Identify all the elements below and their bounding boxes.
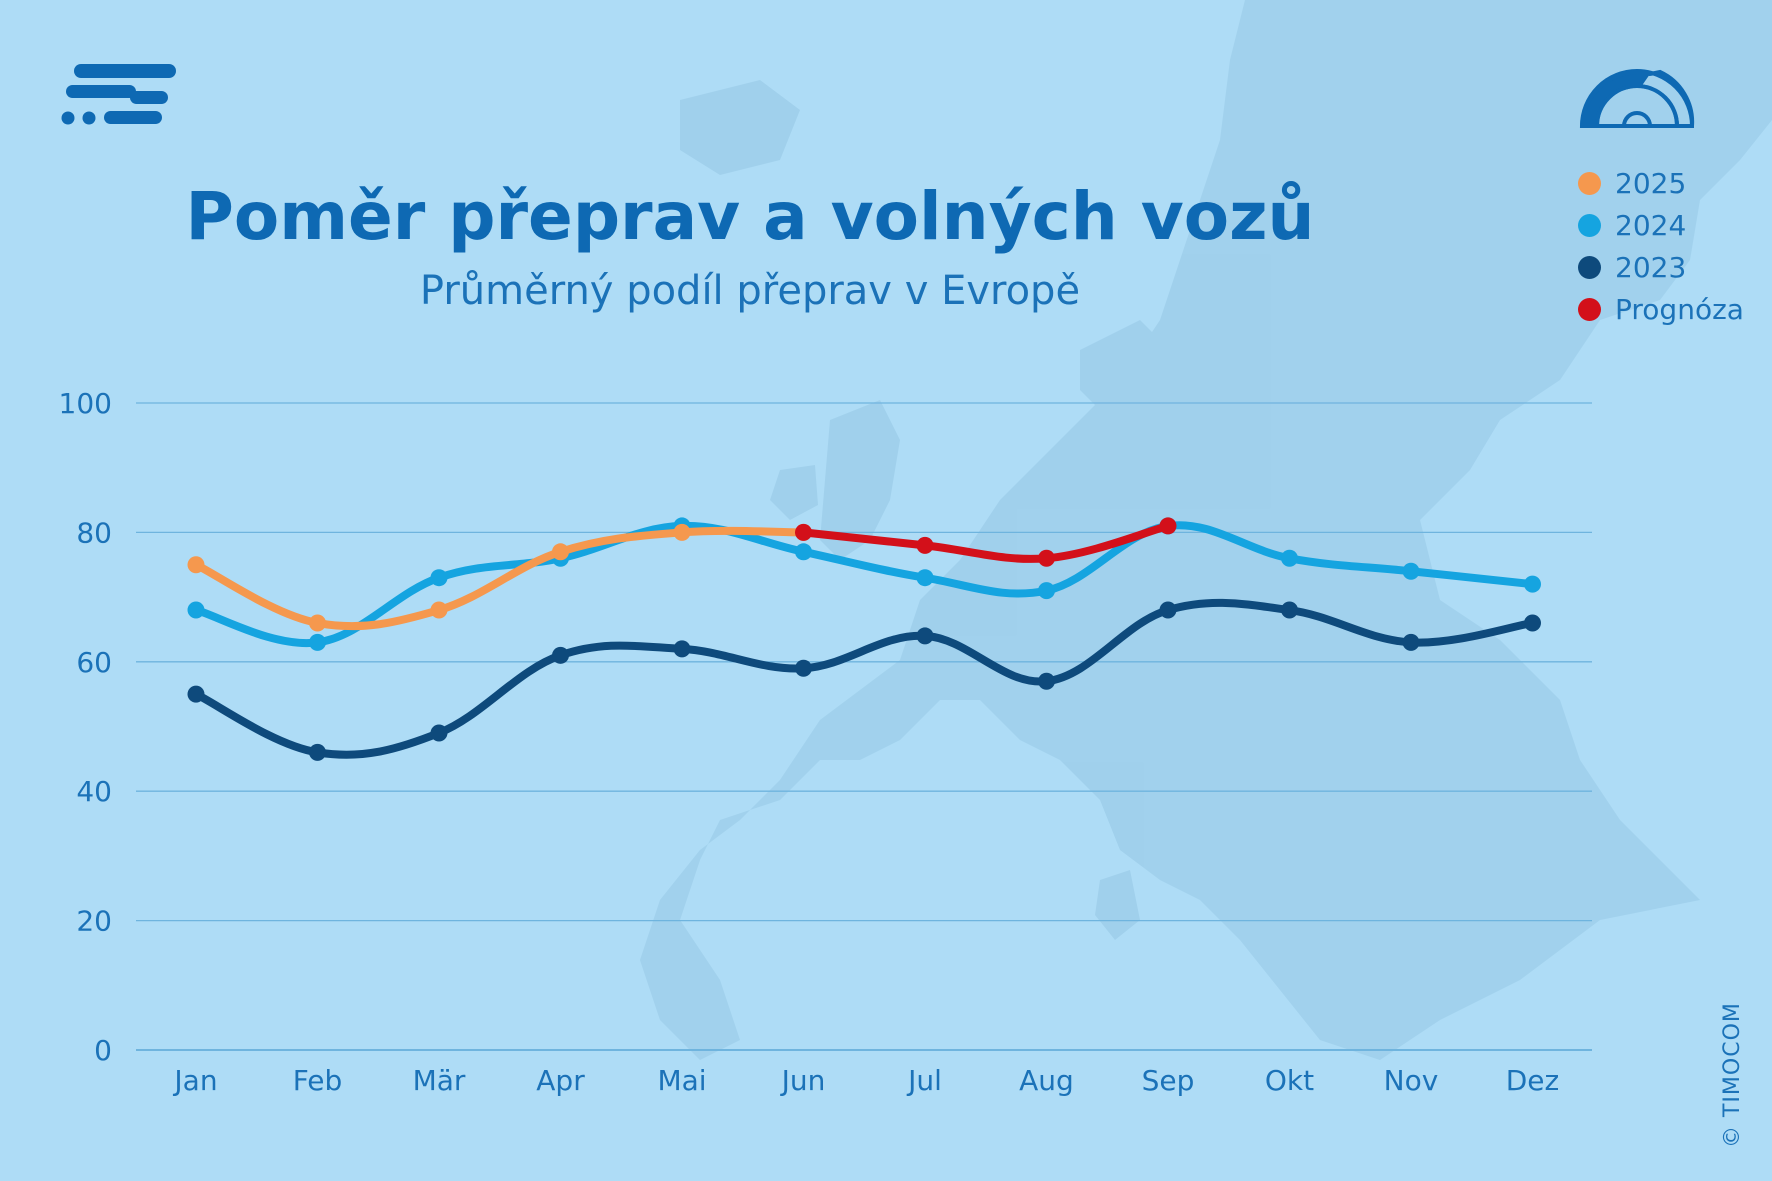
x-tick-label: Nov [1384,1064,1439,1097]
x-tick-label: Aug [1019,1064,1074,1097]
legend-label: 2024 [1615,208,1687,242]
data-point-2024 [916,569,934,587]
data-point-2024 [187,601,205,619]
timocom-logo-icon [61,64,176,125]
x-axis-ticks: Jan Feb Mär Apr Mai Jun Jul Aug Sep Okt Nov Dez [172,1064,1559,1097]
data-point-2023 [1402,633,1420,651]
gauge-icon [1579,69,1695,128]
data-point-2024 [1402,562,1420,580]
data-point-2023 [430,724,448,742]
y-tick-label: 40 [76,775,112,808]
legend-item-prognoza: Prognóza [1578,288,1744,330]
chart-title: Poměr přeprav a volných vozů [185,178,1315,255]
legend-label: Prognóza [1615,292,1744,326]
series-line-2025 [192,526,808,631]
legend-label: 2023 [1615,250,1687,284]
series-2025 [187,523,812,632]
data-point-2025 [309,614,326,632]
legend-item-2025: 2025 [1578,162,1744,204]
chart-series [187,517,1541,761]
legend-swatch [1578,171,1601,195]
data-point-2023 [1159,601,1177,619]
data-point-2025 [552,543,569,561]
x-tick-label: Apr [536,1064,585,1097]
data-point-progn-za [795,523,812,541]
legend-swatch [1578,213,1601,237]
series-progn-za [795,517,1177,567]
x-tick-label: Jun [780,1064,826,1097]
data-point-progn-za [1159,517,1177,535]
data-point-2024 [309,633,326,651]
copyright-label: © TIMOCOM [1720,1002,1745,1148]
series-line-2024 [192,521,1537,648]
data-point-2023 [1281,601,1298,619]
x-tick-label: Jul [906,1064,942,1097]
legend-item-2024: 2024 [1578,204,1744,246]
x-tick-label: Feb [293,1064,343,1097]
legend-swatch [1578,255,1601,279]
data-point-2023 [795,659,812,677]
x-tick-label: Mai [657,1064,706,1097]
x-tick-label: Mär [413,1064,466,1097]
data-point-2024 [1281,549,1298,567]
data-point-2025 [187,556,205,574]
legend-label: 2025 [1615,166,1687,200]
x-tick-label: Okt [1265,1064,1314,1097]
data-point-2024 [1524,575,1541,593]
chart-subtitle: Průměrný podíl přeprav v Evropě [419,268,1081,314]
data-point-2024 [430,569,448,587]
x-tick-label: Jan [172,1064,217,1097]
y-axis-ticks: 0 20 40 60 80 100 [59,387,112,1067]
data-point-progn-za [1038,549,1055,567]
y-tick-label: 80 [76,516,112,549]
y-tick-label: 0 [94,1034,112,1067]
y-tick-label: 20 [76,905,112,938]
data-point-2023 [187,685,205,703]
data-point-2023 [916,627,934,645]
data-point-2025 [430,601,448,619]
legend-item-2023: 2023 [1578,246,1744,288]
data-point-2024 [1038,582,1055,600]
data-point-progn-za [916,536,934,554]
series-line-2023 [192,598,1537,759]
data-point-2023 [552,646,569,664]
data-point-2024 [795,543,812,561]
legend-swatch [1578,297,1601,321]
y-tick-label: 100 [59,387,112,420]
data-point-2023 [309,743,326,761]
series-2023 [187,598,1541,761]
y-tick-label: 60 [76,646,112,679]
series-line-progn-za [799,521,1172,563]
x-tick-label: Sep [1142,1064,1195,1097]
x-tick-label: Dez [1506,1064,1559,1097]
data-point-2023 [1524,614,1541,632]
legend: 2025 2024 2023 Prognóza [1578,162,1744,330]
data-point-2025 [673,523,691,541]
data-point-2023 [673,640,691,658]
chart-grid [136,402,1592,1051]
data-point-2023 [1038,672,1055,690]
